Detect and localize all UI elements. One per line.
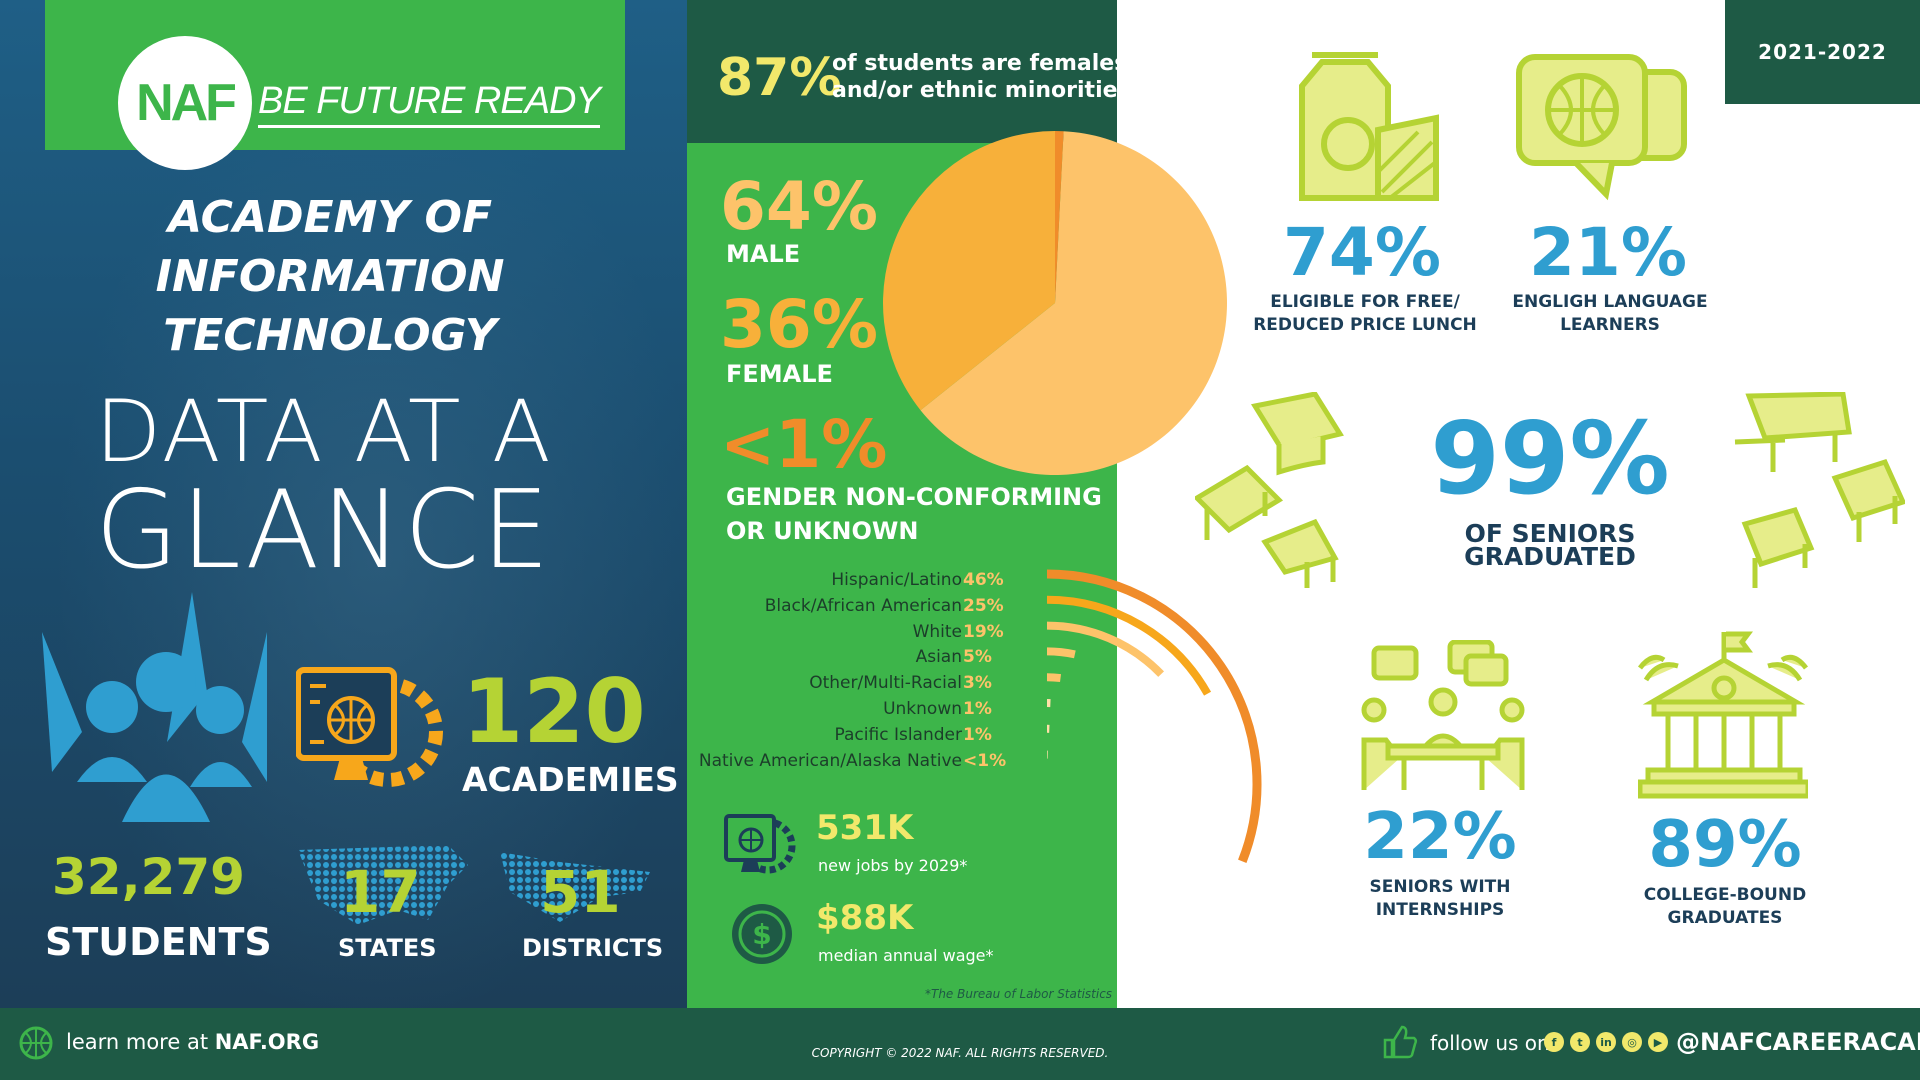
ethnicity-name: Hispanic/Latino <box>831 570 962 590</box>
ethnicity-pct: 3% <box>963 673 992 694</box>
ethnicity-arc-chart <box>1046 569 1262 863</box>
ethnicity-name: Unknown <box>883 699 962 719</box>
thumbs-up-icon <box>1383 1025 1418 1059</box>
gender-pie-chart <box>883 131 1227 476</box>
internships-pct: 22% <box>1363 800 1517 874</box>
us-map-icon <box>298 845 468 925</box>
ethnicity-pct: 19% <box>963 621 1004 642</box>
linkedin-icon[interactable]: in <box>1596 1032 1616 1052</box>
ethnicity-arc <box>1046 595 1212 696</box>
students-label: STUDENTS <box>45 920 272 964</box>
male-pct: 64% <box>720 168 878 245</box>
male-label: MALE <box>726 240 801 268</box>
svg-text:$: $ <box>752 918 771 951</box>
graduation-cap-icon <box>1734 392 1905 588</box>
ethnicity-name: Black/African American <box>764 595 962 616</box>
states-label: STATES <box>338 934 437 962</box>
ethnicity-arc <box>1046 569 1262 863</box>
states-count: 17 <box>340 858 421 926</box>
youtube-icon[interactable]: ▶ <box>1648 1032 1668 1052</box>
gnc-pct: <1% <box>720 406 888 483</box>
ell-pct: 21% <box>1529 214 1687 291</box>
ell-label: ENGLIGH LANGUAGE LEARNERS <box>1512 292 1708 335</box>
graduated-pct: 99% <box>1430 400 1670 517</box>
dollar-icon: $ <box>732 904 792 964</box>
minority-banner <box>687 0 1117 143</box>
facebook-icon[interactable]: f <box>1544 1032 1564 1052</box>
ethnicity-pct: 25% <box>963 595 1004 616</box>
graduated-label: OF SENIORS GRADUATED <box>1464 519 1636 571</box>
wage-amount: $88K <box>816 898 914 938</box>
twitter-icon[interactable]: t <box>1570 1032 1590 1052</box>
ethnicity-row: Asian 5% <box>687 647 1047 673</box>
meeting-icon <box>1361 640 1525 790</box>
copyright: COPYRIGHT © 2022 NAF. ALL RIGHTS RESERVE… <box>811 1046 1109 1060</box>
ethnicity-name: Other/Multi-Racial <box>809 673 962 694</box>
ethnicity-row: Black/African American 25% <box>687 596 1047 622</box>
jobs-label: new jobs by 2029* <box>818 856 968 875</box>
wage-label: median annual wage* <box>818 946 994 965</box>
computer-gear-icon <box>724 814 796 874</box>
speech-globe-icon <box>1516 54 1687 201</box>
minority-pct: 87% <box>717 48 842 108</box>
college-building-icon <box>1638 631 1808 799</box>
follow-us-text: follow us on <box>1430 1031 1550 1055</box>
ethnicity-row: Pacific Islander 1% <box>687 725 1047 751</box>
program-title: ACADEMY OF INFORMATION TECHNOLOGY <box>155 192 505 361</box>
ethnicity-row: Unknown 1% <box>687 699 1047 725</box>
ethnicity-row: White 19% <box>687 622 1047 648</box>
female-pct: 36% <box>720 286 878 363</box>
gnc-label: GENDER NON-CONFORMING OR UNKNOWN <box>726 483 1102 545</box>
ethnicity-pct: 1% <box>963 724 992 745</box>
ethnicity-pct: 1% <box>963 699 992 719</box>
lunch-pct: 74% <box>1283 214 1441 291</box>
ethnicity-name: Asian <box>915 647 962 668</box>
ethnicity-arc <box>1046 673 1062 683</box>
lunch-label: ELIGIBLE FOR FREE/ REDUCED PRICE LUNCH <box>1253 292 1477 335</box>
academies-count: 120 <box>462 660 646 763</box>
pie-slice-gnc <box>1055 131 1064 303</box>
ethnicity-pct: 5% <box>963 647 992 668</box>
districts-label: DISTRICTS <box>522 934 664 962</box>
ethnicity-pct: <1% <box>963 750 1007 771</box>
female-label: FEMALE <box>726 360 833 388</box>
ethnicity-arc <box>1046 621 1165 677</box>
college-label: COLLEGE-BOUND GRADUATES <box>1643 885 1807 928</box>
tagline: BE FUTURE READY <box>258 80 601 128</box>
ethnicity-row: Hispanic/Latino 46% <box>687 570 1047 596</box>
pie-slice-female <box>883 131 1055 411</box>
students-count: 32,279 <box>52 848 245 906</box>
globe-icon <box>19 1026 53 1060</box>
ethnicity-row: Other/Multi-Racial 3% <box>687 673 1047 699</box>
academies-label: ACADEMIES <box>462 760 679 799</box>
heading-glance: GLANCE <box>95 468 552 593</box>
ethnicity-arc <box>1046 647 1076 659</box>
dotted-map-icon <box>500 852 650 922</box>
heading-data-at-a: DATA AT A <box>95 382 553 482</box>
jobs-count: 531K <box>816 808 914 848</box>
people-icon <box>42 592 267 822</box>
source-note: *The Bureau of Labor Statistics <box>925 987 1113 1001</box>
school-year-badge: 2021-2022 <box>1725 0 1920 104</box>
pie-slice-male <box>920 131 1227 476</box>
college-pct: 89% <box>1648 808 1802 882</box>
naf-logo[interactable]: NAF <box>118 36 252 170</box>
internships-label: SENIORS WITH INTERNSHIPS <box>1369 877 1511 920</box>
ethnicity-row: Native American/Alaska Native <1% <box>687 751 1047 777</box>
ethnicity-pct: 46% <box>963 570 1004 590</box>
minority-text: of students are females and/or ethnic mi… <box>832 51 1131 103</box>
ethnicity-name: Pacific Islander <box>834 724 962 745</box>
graduation-cap-icon <box>1195 392 1344 588</box>
learn-more-link[interactable]: learn more at NAF.ORG <box>66 1030 320 1054</box>
ethnicity-name: Native American/Alaska Native <box>698 750 962 771</box>
districts-count: 51 <box>540 858 621 926</box>
instagram-icon[interactable]: ◎ <box>1622 1032 1642 1052</box>
ethnicity-name: White <box>912 621 962 642</box>
computer-gear-icon <box>296 667 443 787</box>
lunch-bag-icon <box>1299 52 1439 201</box>
left-panel <box>0 0 687 1008</box>
social-handle[interactable]: @NAFCAREERACADS <box>1676 1028 1920 1056</box>
